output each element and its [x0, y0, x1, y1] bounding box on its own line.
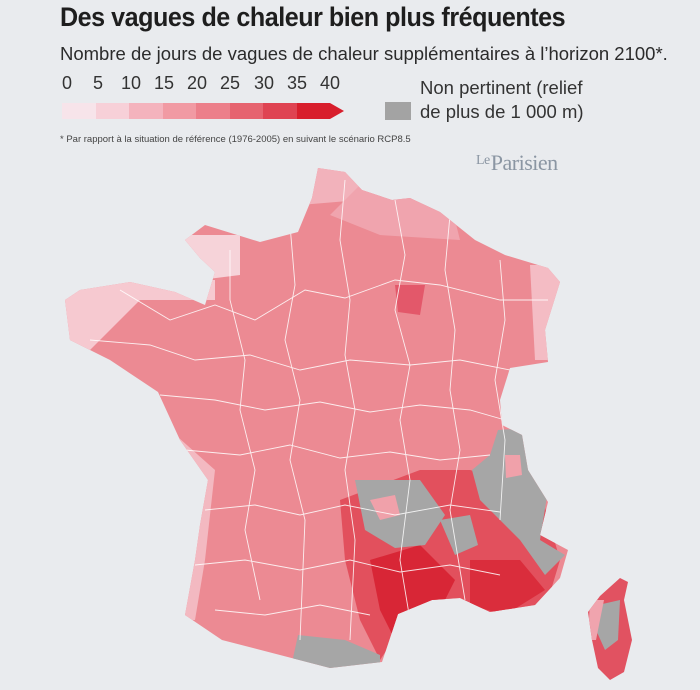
corsica — [588, 578, 632, 680]
chart-title: Des vagues de chaleur bien plus fréquent… — [60, 2, 566, 32]
not-relevant-label: Non pertinent (relief — [420, 77, 583, 98]
not-relevant-label-2: de plus de 1 000 m) — [420, 101, 584, 122]
scale-cell — [162, 103, 196, 119]
scale-label: 15 — [153, 73, 175, 93]
chart-subtitle: Nombre de jours de vagues de chaleur sup… — [60, 43, 668, 64]
scale-label: 25 — [219, 73, 241, 93]
scale-label: 30 — [253, 73, 275, 93]
scale-cell — [229, 103, 263, 119]
scale-cell — [62, 103, 96, 119]
scale-cell — [296, 103, 330, 119]
scale-label: 5 — [92, 73, 104, 93]
footnote: * Par rapport à la situation de référenc… — [60, 134, 411, 145]
mainland-france — [65, 168, 568, 668]
scale-label: 20 — [186, 73, 208, 93]
scale-cell — [95, 103, 129, 119]
color-scale-bar — [62, 103, 344, 119]
scale-cell — [129, 103, 163, 119]
scale-cell — [196, 103, 230, 119]
scale-label: 35 — [286, 73, 308, 93]
scale-labels: 0 5 10 15 20 25 30 35 40 — [60, 73, 360, 95]
logo-prefix: Le — [476, 153, 490, 168]
le-parisien-logo: LeParisien — [476, 150, 558, 176]
scale-label: 0 — [61, 73, 73, 93]
logo-name: Parisien — [490, 150, 558, 175]
scale-cell — [263, 103, 297, 119]
scale-label: 40 — [319, 73, 341, 93]
scale-arrow — [330, 103, 344, 119]
scale-label: 10 — [120, 73, 142, 93]
not-relevant-swatch — [385, 102, 411, 120]
